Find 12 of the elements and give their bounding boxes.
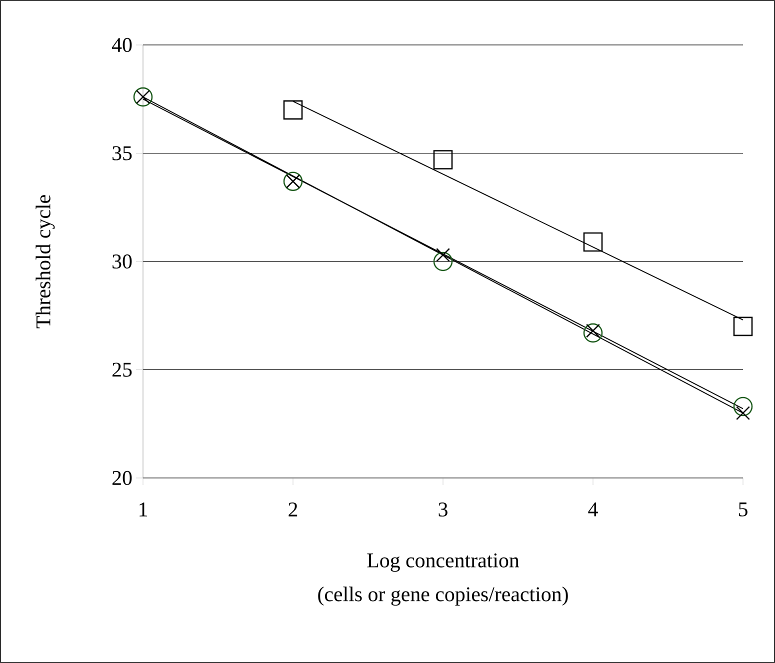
y-tick-label: 35 — [112, 146, 132, 160]
x-tick-label: 5 — [738, 502, 748, 516]
y-tick-label: 40 — [112, 38, 132, 52]
x-tick-label: 3 — [438, 502, 448, 517]
x-tick-label: 1 — [140, 502, 147, 516]
y-tick-label: 20 — [112, 470, 132, 486]
y-axis-title: Threshold cycle — [36, 195, 55, 328]
y-tick-label: 30 — [112, 254, 132, 269]
x-axis-title: Log concentration (cells or gene copies/reaction) — [318, 553, 568, 606]
x-tick-label: 2 — [288, 502, 298, 516]
x-tick-label: 4 — [588, 502, 598, 516]
y-tick-label: 25 — [112, 362, 132, 377]
